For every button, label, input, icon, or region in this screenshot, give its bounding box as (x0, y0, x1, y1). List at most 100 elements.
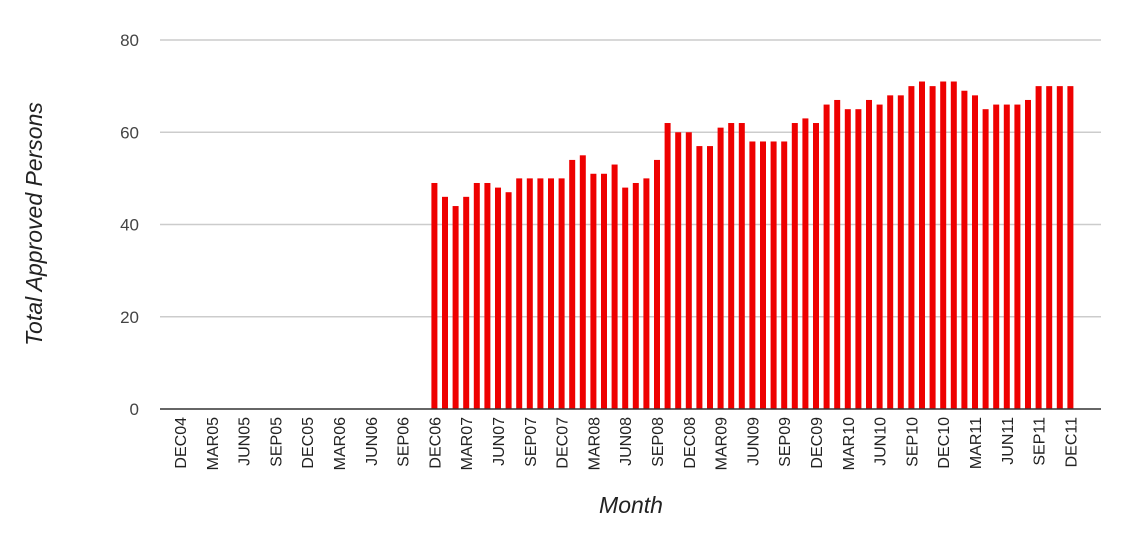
x-tick-label: DEC05 (300, 417, 317, 469)
bar-aug09 (770, 141, 777, 410)
bar-may08 (611, 164, 618, 409)
bar-aug10 (897, 95, 904, 409)
x-tick-label: MAR08 (586, 417, 603, 470)
bar-oct10 (919, 81, 925, 409)
bar-jan07 (442, 196, 448, 409)
bar-oct11 (1046, 86, 1053, 410)
x-tick-label: JUN11 (1000, 417, 1017, 465)
bar-mar10 (844, 109, 851, 409)
bar-may10 (866, 99, 872, 410)
x-tick-label: JUN07 (491, 417, 508, 466)
bar-jul09 (760, 141, 766, 410)
y-tick-label: 60 (120, 123, 139, 142)
x-tick-label: SEP07 (523, 417, 540, 467)
bar-feb11 (961, 90, 968, 410)
x-axis-title: Month (599, 492, 663, 518)
bar-jun09 (749, 141, 756, 410)
bar-aug11 (1025, 99, 1031, 410)
x-tick-label: SEP11 (1032, 417, 1049, 466)
x-tick-labels: DEC04 MAR05 JUN05 SEP05 DEC05 MAR06 JUN06 SEP06… (173, 417, 1080, 470)
y-tick-label: 0 (130, 400, 139, 419)
bar-oct08 (664, 123, 671, 410)
x-tick-label: MAR09 (714, 417, 731, 470)
bar-mar11 (972, 95, 978, 409)
bar-sep08 (654, 159, 660, 409)
bar-may09 (738, 123, 745, 410)
x-tick-label: MAR06 (332, 417, 349, 470)
y-tick-label: 20 (120, 308, 139, 327)
bar-apr08 (601, 173, 607, 409)
bar-jun07 (495, 187, 501, 409)
y-tick-label: 80 (120, 31, 139, 50)
bar-jan10 (823, 104, 830, 409)
bar-mar09 (717, 127, 724, 409)
x-tick-label: JUN05 (237, 417, 254, 466)
x-tick-label: MAR05 (205, 417, 222, 470)
y-axis-title: Total Approved Persons (21, 102, 47, 346)
gridlines (160, 39, 1101, 318)
bar-feb10 (834, 99, 841, 410)
bar-nov07 (548, 178, 554, 410)
bar-apr11 (982, 109, 989, 409)
bar-apr07 (473, 182, 480, 409)
x-tick-label: SEP06 (396, 417, 413, 467)
x-tick-label: JUN08 (618, 417, 635, 466)
bar-jul11 (1014, 104, 1021, 409)
bar-nov08 (675, 132, 682, 409)
bar-mar08 (590, 173, 597, 409)
bar-jun11 (1003, 104, 1010, 409)
x-tick-label: SEP05 (268, 417, 285, 467)
bar-sep11 (1035, 86, 1042, 410)
x-tick-label: DEC06 (427, 417, 444, 469)
bar-nov10 (929, 86, 936, 410)
bar-dec08 (685, 132, 692, 409)
bar-sep09 (781, 141, 788, 410)
x-tick-label: JUN09 (745, 417, 762, 466)
bar-aug08 (643, 178, 650, 410)
x-tick-label: DEC11 (1063, 417, 1080, 467)
x-tick-label: DEC09 (809, 417, 826, 469)
x-tick-label: JUN10 (873, 417, 890, 466)
bar-jul10 (887, 95, 894, 409)
bar-dec06 (431, 182, 438, 409)
bar-apr10 (855, 109, 862, 409)
x-tick-label: MAR07 (459, 417, 476, 470)
x-tick-label: DEC10 (936, 417, 953, 469)
bar-may11 (993, 104, 1000, 409)
bar-oct09 (791, 123, 798, 410)
x-tick-label: SEP09 (777, 417, 794, 467)
bar-feb08 (579, 155, 586, 409)
bars (431, 81, 1074, 410)
bar-nov11 (1056, 86, 1063, 410)
bar-jan09 (696, 146, 703, 409)
bar-dec09 (813, 123, 819, 410)
bar-dec11 (1067, 86, 1074, 410)
x-tick-label: JUN06 (364, 417, 381, 466)
bar-jun08 (622, 187, 629, 409)
bar-jul08 (632, 182, 639, 409)
x-tick-label: SEP10 (904, 417, 921, 467)
y-tick-labels: 0 20 40 60 80 (120, 31, 139, 419)
bar-may07 (484, 182, 491, 409)
bar-dec10 (940, 81, 947, 409)
bar-dec07 (558, 178, 565, 410)
x-tick-label: MAR10 (841, 417, 858, 470)
x-tick-label: DEC07 (555, 417, 572, 469)
bar-jun10 (876, 104, 883, 409)
x-tick-label: DEC04 (173, 417, 190, 469)
bar-apr09 (728, 123, 735, 410)
x-tick-label: MAR11 (968, 417, 985, 469)
bar-nov09 (802, 118, 809, 409)
bar-sep10 (908, 86, 915, 410)
x-tick-label: SEP08 (650, 417, 667, 467)
bar-mar07 (463, 196, 470, 409)
bar-jul07 (505, 192, 512, 409)
bar-aug07 (516, 178, 523, 410)
bar-jan11 (950, 81, 957, 409)
bar-sep07 (526, 178, 533, 410)
bar-oct07 (537, 178, 544, 410)
bar-feb07 (452, 206, 459, 409)
bar-jan08 (569, 159, 576, 409)
y-tick-label: 40 (120, 216, 139, 235)
